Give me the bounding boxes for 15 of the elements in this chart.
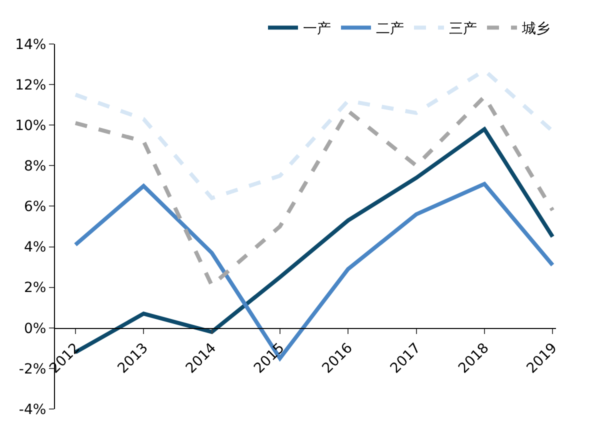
line-series <box>73 94 555 288</box>
legend-label: 三产 <box>449 21 477 38</box>
legend-label: 二产 <box>376 21 404 38</box>
y-tick-label: 10% <box>15 118 46 134</box>
legend-label: 城乡 <box>521 21 550 38</box>
y-tick-label: 14% <box>15 36 46 53</box>
y-tick-label: 0% <box>24 320 46 337</box>
y-tick-label: 8% <box>24 158 46 175</box>
y-tick-label: 4% <box>24 240 46 256</box>
y-tick-label: 12% <box>15 77 46 94</box>
y-tick-label: -2% <box>18 361 46 378</box>
y-tick-label: 2% <box>24 280 46 296</box>
y-tick-label: 6% <box>24 199 46 216</box>
y-tick-label: -4% <box>18 402 46 418</box>
legend-label: 一产 <box>303 21 331 38</box>
